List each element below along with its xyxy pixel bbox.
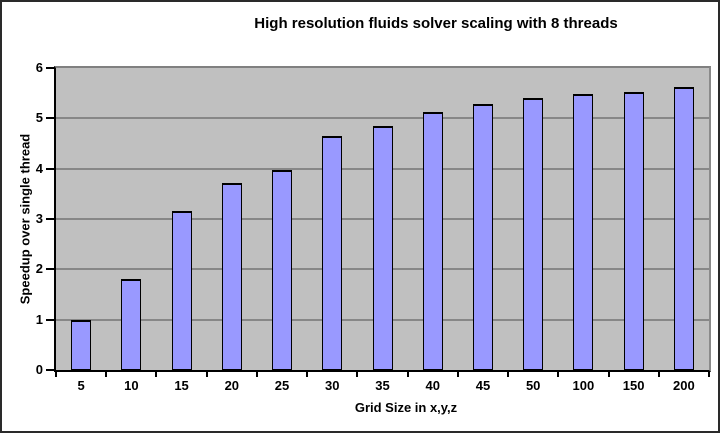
y-tick-label: 1 <box>35 311 43 327</box>
x-axis-tick <box>306 372 309 377</box>
x-axis-tick <box>708 372 710 377</box>
x-axis-tick <box>507 372 510 377</box>
x-tick-label: 20 <box>224 378 240 393</box>
bar-150 <box>623 92 644 370</box>
y-tick-label: 4 <box>35 160 43 176</box>
y-tick-label: 6 <box>35 60 43 75</box>
y-axis-tick <box>46 369 54 371</box>
x-tick-label: 150 <box>622 378 645 393</box>
x-tick-label: 100 <box>572 378 595 393</box>
x-axis-tick <box>657 372 660 377</box>
chart-title: High resolution fluids solver scaling wi… <box>254 15 618 32</box>
x-axis-tick <box>155 372 158 377</box>
x-axis-tick <box>55 372 57 377</box>
x-tick-label: 10 <box>124 378 139 393</box>
y-axis-tick <box>46 268 54 271</box>
x-tick-label: 40 <box>425 378 440 393</box>
x-axis-tick <box>105 372 108 377</box>
y-axis-tick <box>46 117 54 120</box>
y-axis-tick <box>46 318 54 321</box>
x-tick-label: 200 <box>673 378 695 393</box>
bar-45 <box>472 104 493 370</box>
x-tick-label: 45 <box>475 378 491 393</box>
x-axis-tick <box>607 372 610 377</box>
gridline <box>56 117 709 120</box>
y-axis-tick <box>46 218 54 220</box>
plot-area: 0 1 2 3 4 5 6 5 10 15 20 25 30 35 40 45 50 100 150 200 <box>36 60 711 393</box>
x-axis-tick <box>456 372 459 377</box>
bar-100 <box>573 94 594 370</box>
y-tick-label: 0 <box>35 362 43 377</box>
x-axis-title: Grid Size in x,y,z <box>354 400 458 415</box>
x-tick-label: 50 <box>525 378 541 393</box>
bar-5 <box>71 320 92 370</box>
x-axis-tick <box>205 372 208 377</box>
bar-15 <box>171 211 192 370</box>
x-axis-tick <box>557 372 560 377</box>
x-tick-label: 35 <box>375 378 390 393</box>
x-tick-label: 25 <box>274 378 290 393</box>
x-tick-label: 30 <box>325 378 340 393</box>
bar-10 <box>121 279 142 370</box>
y-tick-label: 2 <box>35 261 43 277</box>
bar-35 <box>372 126 393 370</box>
bar-40 <box>422 112 443 370</box>
x-axis-tick <box>406 372 409 377</box>
y-tick-label: 5 <box>35 110 43 126</box>
bar-50 <box>523 98 544 370</box>
x-tick-label: 15 <box>174 378 189 393</box>
bar-20 <box>221 183 242 370</box>
bar-30 <box>322 136 343 370</box>
x-axis-tick <box>255 372 258 377</box>
bar-200 <box>673 87 694 370</box>
x-axis-tick <box>356 372 359 377</box>
x-tick-label: 5 <box>77 378 85 393</box>
bar-25 <box>272 170 293 370</box>
y-axis-tick <box>46 67 54 69</box>
y-tick-label: 3 <box>35 211 43 226</box>
y-axis-tick <box>46 167 54 170</box>
